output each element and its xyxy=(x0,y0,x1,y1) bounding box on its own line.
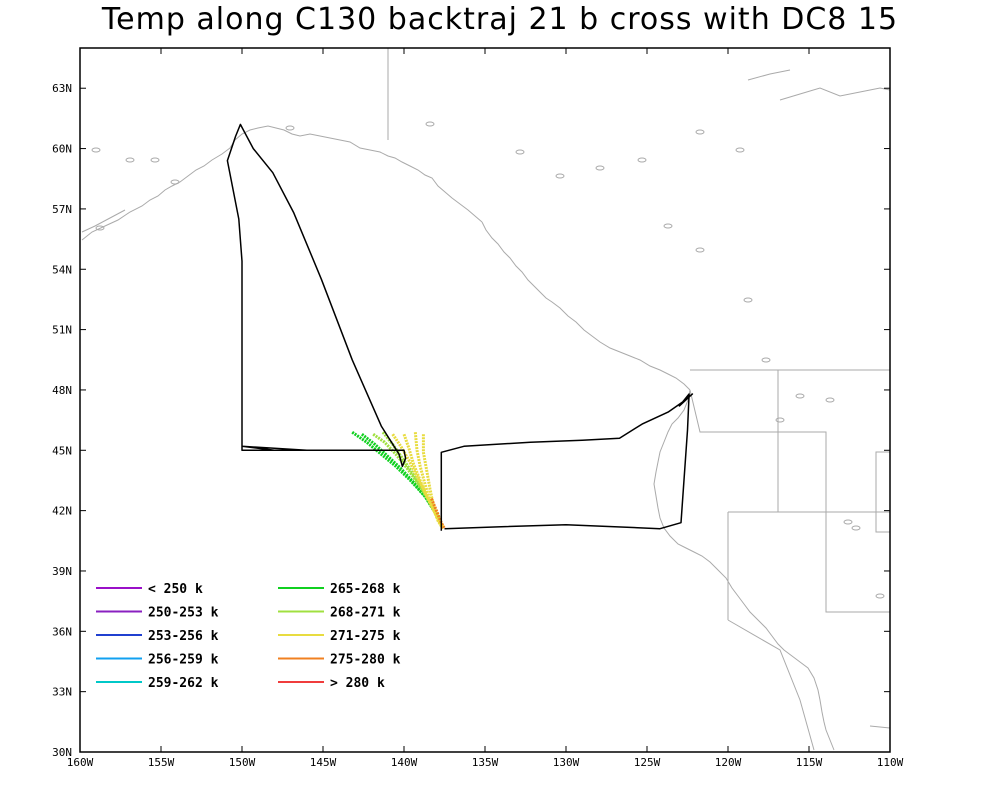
y-tick-label: 39N xyxy=(52,565,72,578)
x-axis-ticks: 160W 155W 150W 145W 140W 135W 130W 125W 120W 115W… xyxy=(67,48,904,769)
coastline-segment xyxy=(81,209,126,233)
island-outline xyxy=(170,179,180,185)
flight-track xyxy=(226,123,694,531)
map-frame xyxy=(79,47,891,753)
island-outline xyxy=(761,357,771,363)
x-tick-label: 130W xyxy=(553,756,580,769)
y-tick-label: 60N xyxy=(52,143,72,156)
legend-label: 259-262 k xyxy=(148,676,219,691)
coastline-segment xyxy=(689,389,779,512)
y-axis-ticks: 30N 33N 36N 39N 42N 45N 48N 51N 54N 57N 60N 63N xyxy=(52,82,890,759)
island-outline xyxy=(425,121,435,127)
y-tick-label: 51N xyxy=(52,324,72,337)
map-title: Temp along C130 backtraj 21 b cross with… xyxy=(101,2,899,37)
y-tick-label: 42N xyxy=(52,505,72,518)
trajectory-line xyxy=(421,434,445,530)
island-outline xyxy=(825,397,835,403)
island-outline xyxy=(795,393,805,399)
island-outline xyxy=(555,173,565,179)
island-outline xyxy=(95,225,105,231)
island-outline xyxy=(150,157,160,163)
trajectory-line xyxy=(413,432,445,530)
coastline-segment xyxy=(869,725,891,729)
legend: < 250 k 250-253 k 253-256 k 256-259 k 259-26… xyxy=(96,582,401,691)
legend-label: 271-275 k xyxy=(330,629,401,644)
coastline-segment xyxy=(481,221,691,391)
coastlines xyxy=(81,48,891,751)
flight-track-line xyxy=(226,123,407,468)
x-tick-label: 120W xyxy=(715,756,742,769)
island-outline xyxy=(735,147,745,153)
y-tick-label: 63N xyxy=(52,82,72,95)
island-outline xyxy=(91,147,101,153)
coastline-segment xyxy=(747,69,791,81)
coastline-segment xyxy=(825,512,890,613)
legend-label: < 250 k xyxy=(148,582,203,597)
x-tick-label: 140W xyxy=(391,756,418,769)
island-outline xyxy=(695,129,705,135)
x-tick-label: 115W xyxy=(796,756,823,769)
coastline-segment xyxy=(875,451,891,533)
island-outline xyxy=(595,165,605,171)
legend-label: 253-256 k xyxy=(148,629,219,644)
coastline-segment xyxy=(81,147,231,241)
y-tick-label: 45N xyxy=(52,444,72,457)
island-outline xyxy=(843,519,853,525)
flight-track-line xyxy=(440,393,694,531)
x-tick-label: 155W xyxy=(148,756,175,769)
legend-label: 250-253 k xyxy=(148,606,219,621)
x-tick-label: 135W xyxy=(472,756,499,769)
y-tick-label: 54N xyxy=(52,263,72,276)
island-outline xyxy=(637,157,647,163)
x-tick-label: 160W xyxy=(67,756,94,769)
coastline-segment xyxy=(777,370,827,512)
x-tick-label: 110W xyxy=(877,756,904,769)
legend-label: 268-271 k xyxy=(330,606,401,621)
island-outline xyxy=(875,593,885,599)
island-outline xyxy=(775,417,785,423)
coastline-segment xyxy=(229,125,483,223)
y-tick-label: 33N xyxy=(52,686,72,699)
island-outline xyxy=(663,223,673,229)
island-outline xyxy=(285,125,295,131)
x-tick-label: 125W xyxy=(634,756,661,769)
island-outline xyxy=(743,297,753,303)
coastline-segment xyxy=(727,619,815,751)
y-tick-label: 48N xyxy=(52,384,72,397)
y-tick-label: 57N xyxy=(52,203,72,216)
coastline-segment xyxy=(653,389,835,751)
island-outline xyxy=(515,149,525,155)
island-outline xyxy=(851,525,861,531)
legend-label: 275-280 k xyxy=(330,653,401,668)
legend-label: 256-259 k xyxy=(148,653,219,668)
island-outline xyxy=(695,247,705,253)
legend-label: > 280 k xyxy=(330,676,385,691)
trajectory-paths xyxy=(351,430,446,530)
coastline-segment xyxy=(779,87,891,101)
legend-label: 265-268 k xyxy=(330,582,401,597)
y-tick-label: 36N xyxy=(52,625,72,638)
trajectory-line xyxy=(430,498,446,530)
island-outline xyxy=(125,157,135,163)
y-tick-label: 30N xyxy=(52,746,72,759)
x-tick-label: 150W xyxy=(229,756,256,769)
x-tick-label: 145W xyxy=(310,756,337,769)
